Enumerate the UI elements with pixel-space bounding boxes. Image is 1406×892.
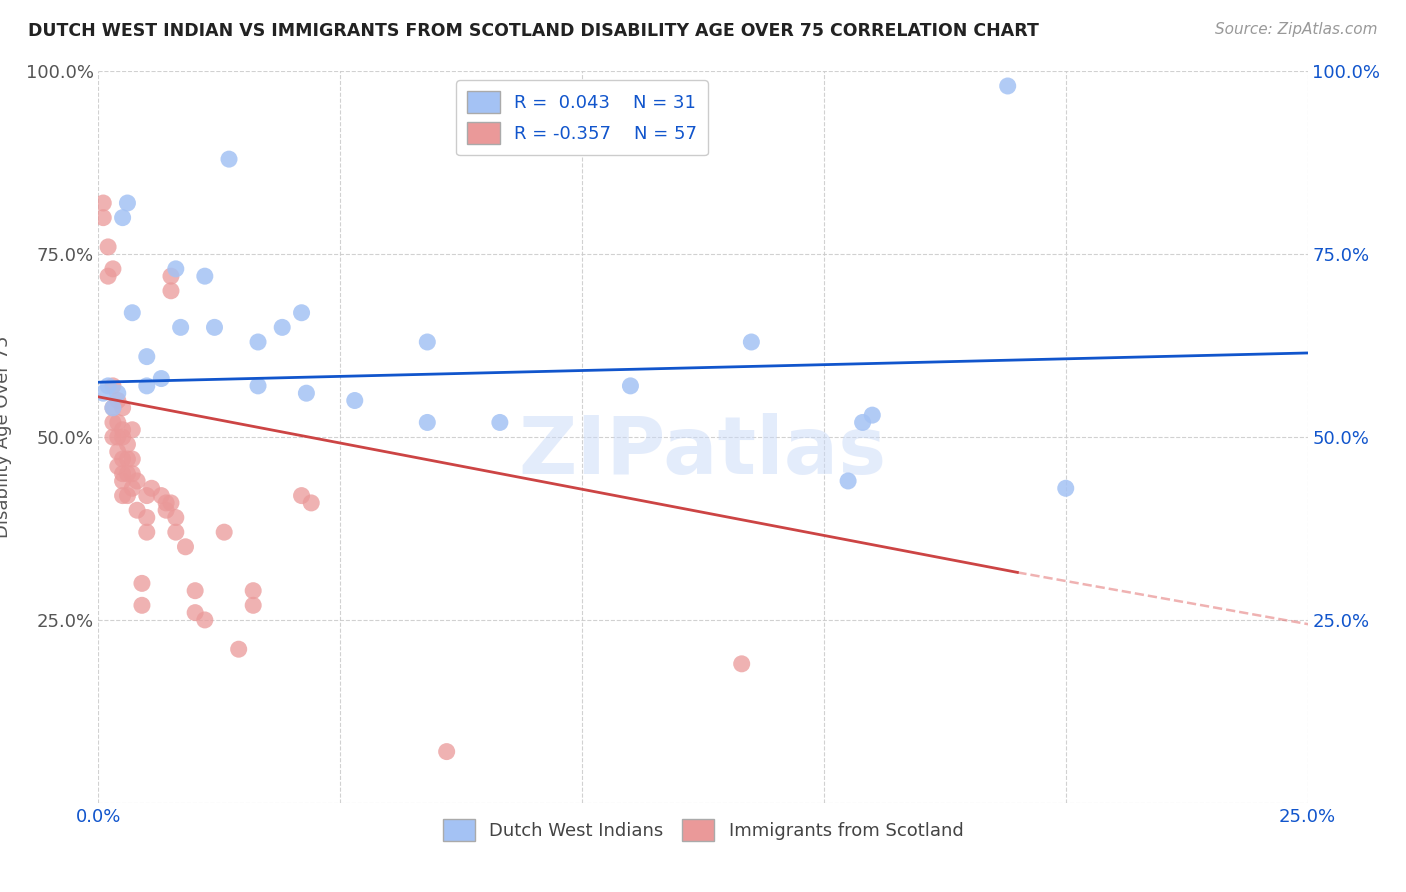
- Point: [155, 503, 177, 517]
- Point: [489, 416, 512, 430]
- Point: [97, 269, 120, 284]
- Point: [290, 306, 312, 320]
- Point: [117, 452, 139, 467]
- Point: [184, 606, 207, 620]
- Point: [416, 334, 439, 349]
- Point: [194, 613, 217, 627]
- Point: [731, 657, 754, 671]
- Point: [111, 489, 134, 503]
- Point: [343, 393, 366, 408]
- Point: [165, 525, 187, 540]
- Point: [135, 379, 157, 393]
- Point: [247, 379, 270, 393]
- Point: [91, 386, 114, 401]
- Point: [101, 416, 124, 430]
- Point: [121, 452, 143, 467]
- Point: [212, 525, 235, 540]
- Point: [184, 583, 207, 598]
- Point: [107, 393, 129, 408]
- Point: [997, 78, 1019, 93]
- Point: [111, 423, 134, 437]
- Point: [107, 386, 129, 401]
- Point: [218, 152, 240, 166]
- Point: [127, 503, 149, 517]
- Point: [121, 423, 143, 437]
- Point: [165, 261, 187, 276]
- Point: [619, 379, 641, 393]
- Point: [97, 240, 120, 254]
- Point: [860, 408, 883, 422]
- Point: [107, 459, 129, 474]
- Point: [228, 642, 250, 657]
- Point: [155, 496, 177, 510]
- Point: [121, 481, 143, 495]
- Point: [740, 334, 762, 349]
- Point: [131, 576, 153, 591]
- Point: [436, 745, 458, 759]
- Point: [242, 599, 264, 613]
- Point: [194, 269, 217, 284]
- Point: [117, 437, 139, 451]
- Point: [416, 416, 439, 430]
- Point: [141, 481, 163, 495]
- Point: [101, 430, 124, 444]
- Point: [107, 416, 129, 430]
- Point: [101, 401, 124, 415]
- Point: [247, 334, 270, 349]
- Point: [101, 401, 124, 415]
- Point: [117, 467, 139, 481]
- Point: [121, 306, 143, 320]
- Text: Source: ZipAtlas.com: Source: ZipAtlas.com: [1215, 22, 1378, 37]
- Point: [299, 496, 322, 510]
- Point: [837, 474, 859, 488]
- Point: [852, 416, 875, 430]
- Point: [121, 467, 143, 481]
- Point: [111, 474, 134, 488]
- Point: [127, 474, 149, 488]
- Point: [204, 320, 226, 334]
- Point: [135, 489, 157, 503]
- Point: [117, 196, 139, 211]
- Point: [174, 540, 197, 554]
- Text: DUTCH WEST INDIAN VS IMMIGRANTS FROM SCOTLAND DISABILITY AGE OVER 75 CORRELATION: DUTCH WEST INDIAN VS IMMIGRANTS FROM SCO…: [28, 22, 1039, 40]
- Point: [160, 284, 183, 298]
- Legend: Dutch West Indians, Immigrants from Scotland: Dutch West Indians, Immigrants from Scot…: [436, 812, 970, 848]
- Point: [111, 430, 134, 444]
- Point: [111, 467, 134, 481]
- Point: [101, 261, 124, 276]
- Point: [91, 196, 114, 211]
- Point: [150, 489, 173, 503]
- Point: [135, 350, 157, 364]
- Point: [101, 379, 124, 393]
- Point: [135, 510, 157, 524]
- Point: [117, 489, 139, 503]
- Point: [111, 452, 134, 467]
- Text: ZIPatlas: ZIPatlas: [519, 413, 887, 491]
- Point: [91, 211, 114, 225]
- Point: [271, 320, 294, 334]
- Point: [242, 583, 264, 598]
- Point: [111, 211, 134, 225]
- Point: [107, 444, 129, 458]
- Point: [160, 496, 183, 510]
- Point: [131, 599, 153, 613]
- Point: [169, 320, 191, 334]
- Point: [111, 401, 134, 415]
- Point: [1054, 481, 1077, 495]
- Point: [97, 379, 120, 393]
- Point: [135, 525, 157, 540]
- Point: [295, 386, 318, 401]
- Point: [165, 510, 187, 524]
- Point: [160, 269, 183, 284]
- Point: [150, 371, 173, 385]
- Point: [290, 489, 312, 503]
- Point: [107, 430, 129, 444]
- Y-axis label: Disability Age Over 75: Disability Age Over 75: [0, 335, 11, 539]
